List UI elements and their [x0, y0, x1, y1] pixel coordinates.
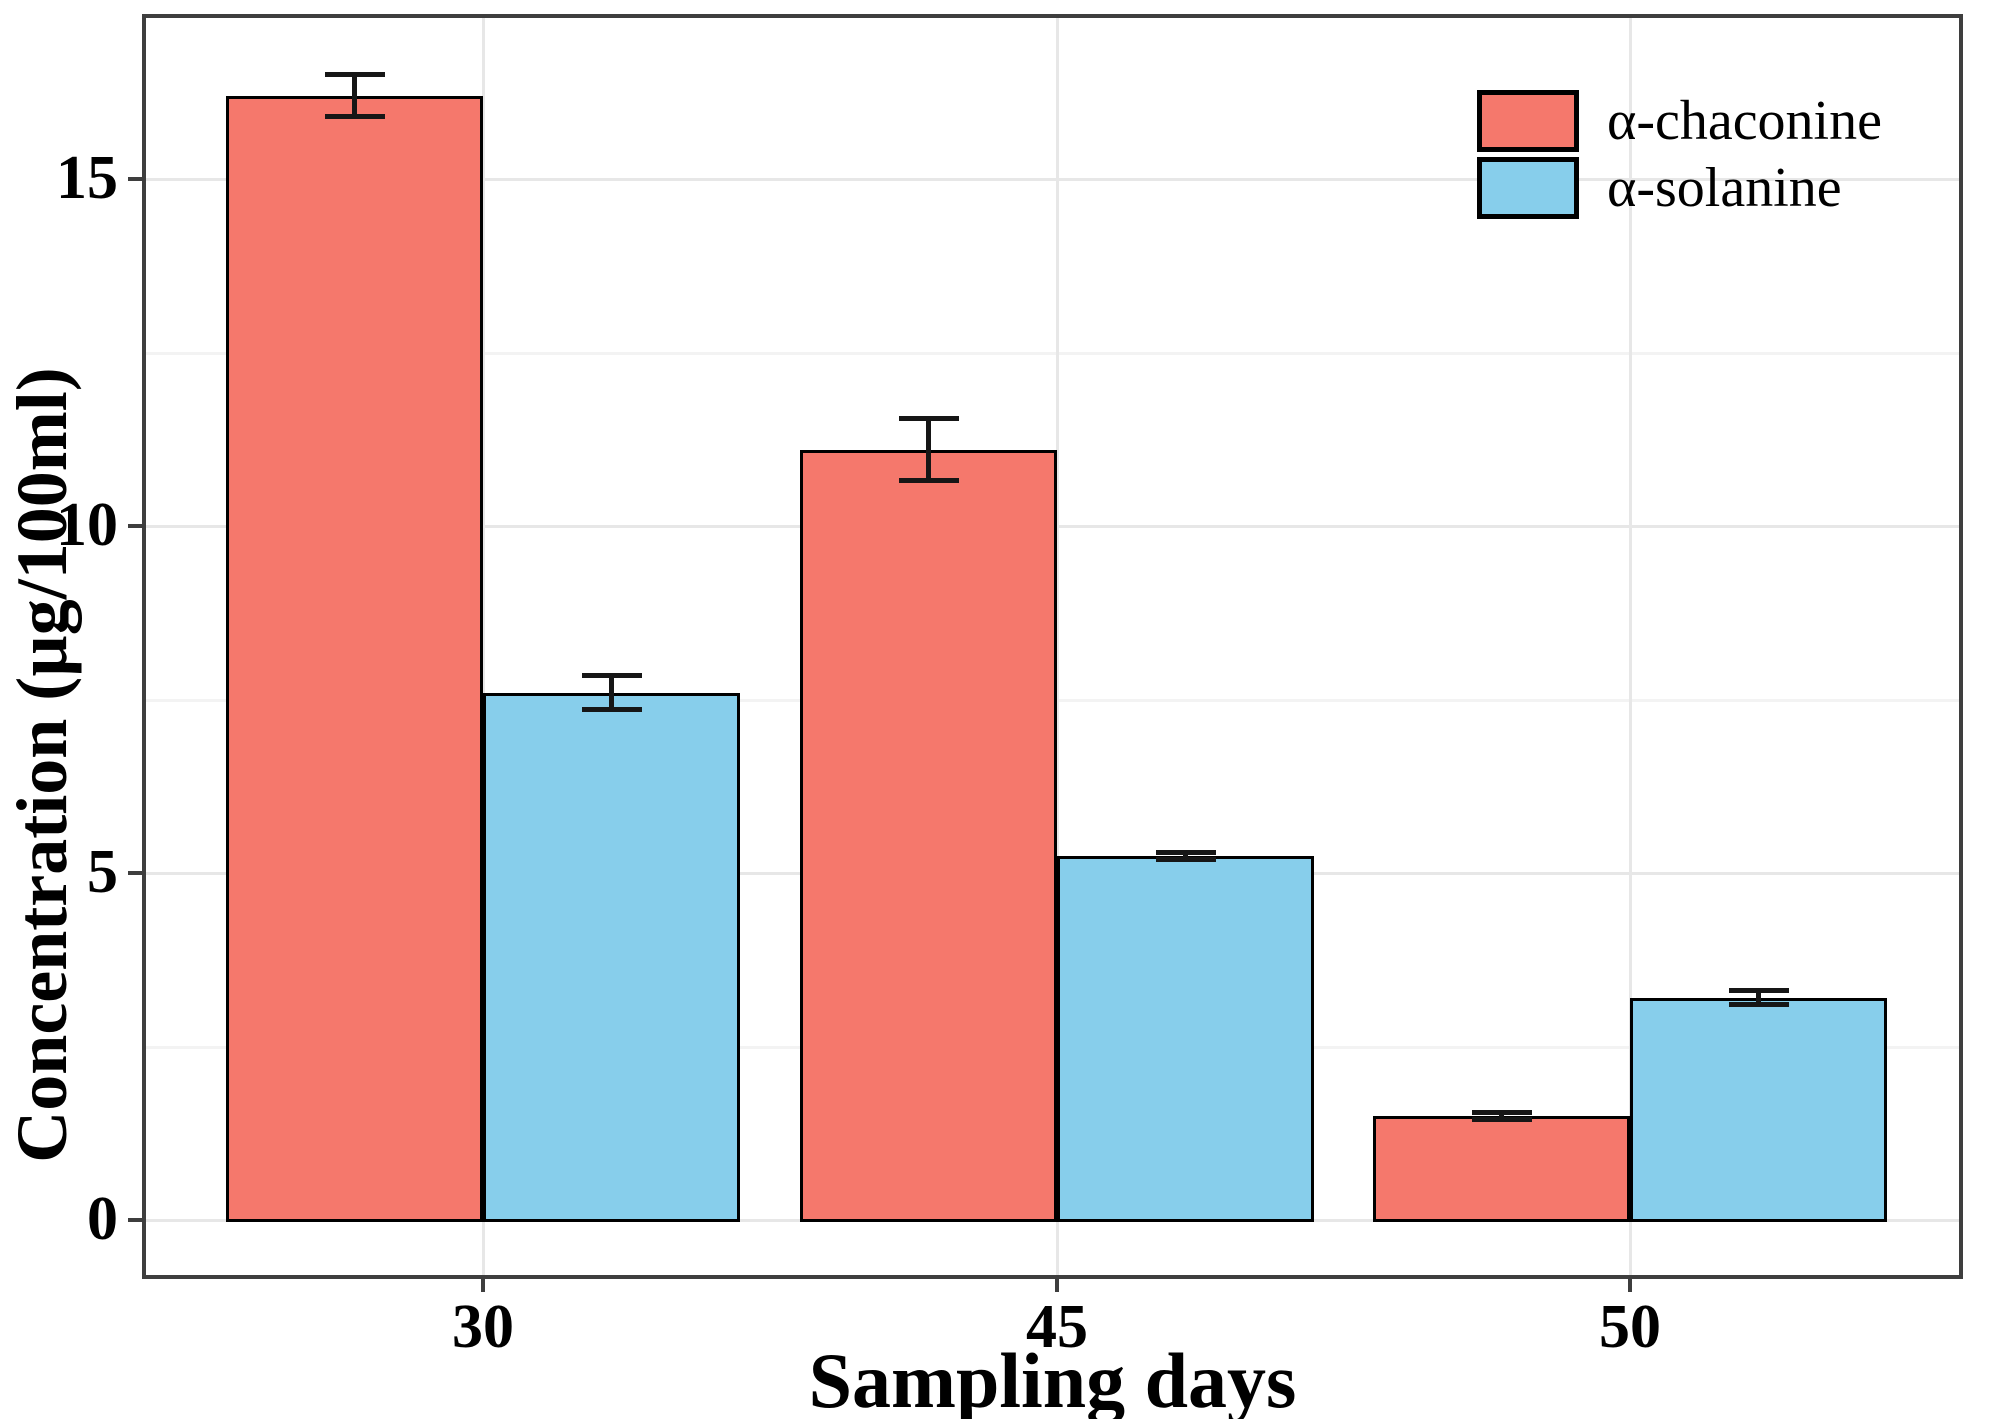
- legend-swatch-chaconine-icon: [1477, 90, 1579, 152]
- error-bar-stem: [609, 675, 614, 710]
- error-bar-cap: [324, 72, 385, 78]
- x-axis-tick: [481, 1279, 485, 1292]
- legend-swatch-solanine-icon: [1477, 157, 1579, 219]
- y-axis-tick: [128, 1218, 144, 1222]
- gridline-vertical: [1056, 18, 1059, 1275]
- error-bar-stem: [926, 418, 931, 481]
- error-bar-cap: [1155, 849, 1216, 855]
- legend: α-chaconine α-solanine: [1477, 90, 1882, 219]
- bar-chaconine-day45: [800, 449, 1057, 1222]
- x-axis-tick: [1628, 1279, 1632, 1292]
- error-bar-cap: [1471, 1109, 1532, 1115]
- y-axis-tick: [128, 524, 144, 528]
- error-bar-cap: [898, 415, 959, 421]
- error-bar-cap: [1728, 1002, 1789, 1008]
- error-bar-cap: [1728, 988, 1789, 994]
- x-tick-label: 50: [1599, 1293, 1661, 1361]
- x-axis-title: Sampling days: [808, 1337, 1297, 1419]
- legend-label-solanine: α-solanine: [1607, 157, 1842, 219]
- y-tick-label: 10: [56, 490, 118, 559]
- gridline-minor: [146, 351, 1959, 355]
- error-bar-cap: [1471, 1116, 1532, 1122]
- x-tick-label: 45: [1026, 1293, 1088, 1361]
- bar-chaconine-day50: [1373, 1115, 1630, 1222]
- legend-item-chaconine: α-chaconine: [1477, 90, 1882, 152]
- x-axis-tick: [1055, 1279, 1059, 1292]
- y-tick-label: 15: [56, 143, 118, 212]
- y-tick-label: 5: [87, 837, 118, 906]
- gridline-vertical: [1629, 18, 1632, 1275]
- bar-solanine-day50: [1630, 997, 1887, 1222]
- error-bar-stem: [1756, 990, 1761, 1005]
- x-tick-label: 30: [452, 1293, 514, 1361]
- error-bar-cap: [581, 707, 642, 713]
- error-bar-cap: [324, 114, 385, 120]
- gridline-major: [146, 178, 1959, 181]
- bar-chaconine-day30: [226, 95, 483, 1222]
- y-axis-title: Concentration (µg/100ml): [2, 367, 82, 1163]
- y-axis-tick: [128, 871, 144, 875]
- error-bar-cap: [898, 478, 959, 484]
- error-bar-cap: [581, 672, 642, 678]
- y-axis-tick: [128, 177, 144, 181]
- bar-solanine-day45: [1057, 855, 1314, 1222]
- error-bar-stem: [1183, 852, 1188, 860]
- gridline-vertical: [482, 18, 485, 1275]
- error-bar-cap: [1155, 856, 1216, 862]
- legend-label-chaconine: α-chaconine: [1607, 90, 1882, 152]
- y-tick-label: 0: [87, 1184, 118, 1253]
- error-bar-stem: [352, 74, 357, 117]
- legend-item-solanine: α-solanine: [1477, 157, 1882, 219]
- bar-solanine-day30: [483, 692, 740, 1222]
- error-bar-stem: [1499, 1112, 1504, 1120]
